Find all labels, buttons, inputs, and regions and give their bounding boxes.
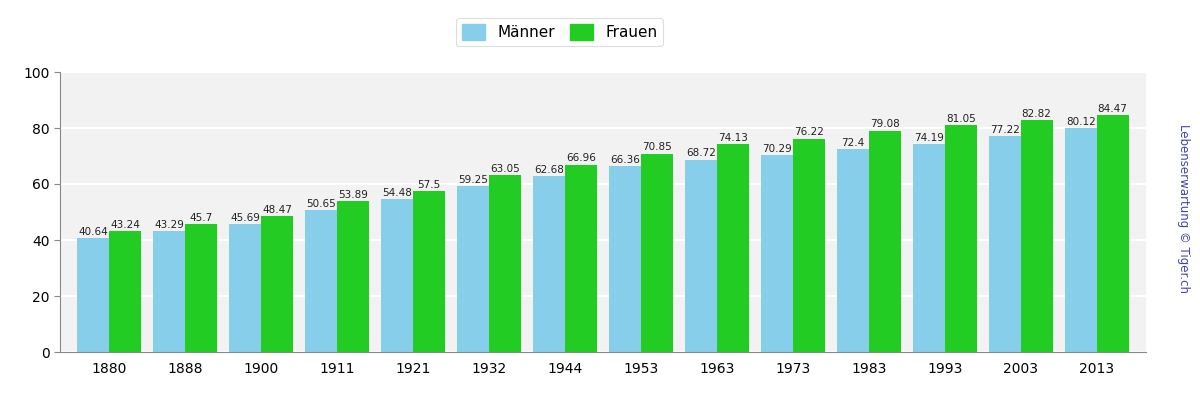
Bar — [793, 138, 824, 352]
Bar — [913, 144, 944, 352]
Text: 74.19: 74.19 — [914, 133, 943, 143]
Text: 45.69: 45.69 — [230, 213, 260, 223]
Text: 50.65: 50.65 — [306, 199, 336, 209]
Bar — [761, 155, 793, 352]
Bar — [1064, 128, 1097, 352]
Bar — [716, 144, 749, 352]
Text: Lebenserwartung © Tiger.ch: Lebenserwartung © Tiger.ch — [1177, 124, 1190, 292]
Bar — [490, 176, 521, 352]
Bar — [533, 176, 565, 352]
Text: 40.64: 40.64 — [78, 227, 108, 237]
Text: 53.89: 53.89 — [338, 190, 368, 200]
Bar — [610, 166, 641, 352]
Text: 77.22: 77.22 — [990, 125, 1020, 135]
Bar — [305, 210, 337, 352]
Text: 84.47: 84.47 — [1098, 104, 1128, 114]
Bar — [78, 238, 109, 352]
Bar — [989, 136, 1021, 352]
Bar — [685, 160, 716, 352]
Bar — [944, 125, 977, 352]
Bar — [413, 191, 445, 352]
Text: 76.22: 76.22 — [794, 128, 823, 138]
Text: 43.24: 43.24 — [110, 220, 140, 230]
Text: 81.05: 81.05 — [946, 114, 976, 124]
Text: 57.5: 57.5 — [418, 180, 440, 190]
Text: 80.12: 80.12 — [1066, 116, 1096, 126]
Bar — [262, 216, 293, 352]
Bar — [565, 164, 596, 352]
Text: 54.48: 54.48 — [383, 188, 412, 198]
Text: 79.08: 79.08 — [870, 120, 900, 130]
Bar — [382, 200, 413, 352]
Text: 68.72: 68.72 — [686, 148, 716, 158]
Text: 70.85: 70.85 — [642, 142, 672, 152]
Text: 43.29: 43.29 — [155, 220, 185, 230]
Text: 74.13: 74.13 — [718, 133, 748, 143]
Text: 72.4: 72.4 — [841, 138, 864, 148]
Bar — [154, 231, 185, 352]
Bar — [185, 224, 217, 352]
Text: 66.36: 66.36 — [610, 155, 640, 165]
Legend: Männer, Frauen: Männer, Frauen — [456, 18, 664, 46]
Text: 70.29: 70.29 — [762, 144, 792, 154]
Bar — [641, 154, 673, 352]
Bar — [1021, 120, 1052, 352]
Bar — [337, 201, 370, 352]
Bar — [1097, 116, 1128, 352]
Text: 48.47: 48.47 — [263, 205, 292, 215]
Bar — [109, 231, 142, 352]
Text: 66.96: 66.96 — [566, 153, 596, 163]
Bar — [457, 186, 490, 352]
Text: 62.68: 62.68 — [534, 165, 564, 175]
Bar — [836, 149, 869, 352]
Text: 63.05: 63.05 — [490, 164, 520, 174]
Text: 82.82: 82.82 — [1021, 109, 1051, 119]
Text: 59.25: 59.25 — [458, 175, 488, 185]
Bar — [869, 130, 901, 352]
Bar — [229, 224, 262, 352]
Text: 45.7: 45.7 — [190, 213, 212, 223]
